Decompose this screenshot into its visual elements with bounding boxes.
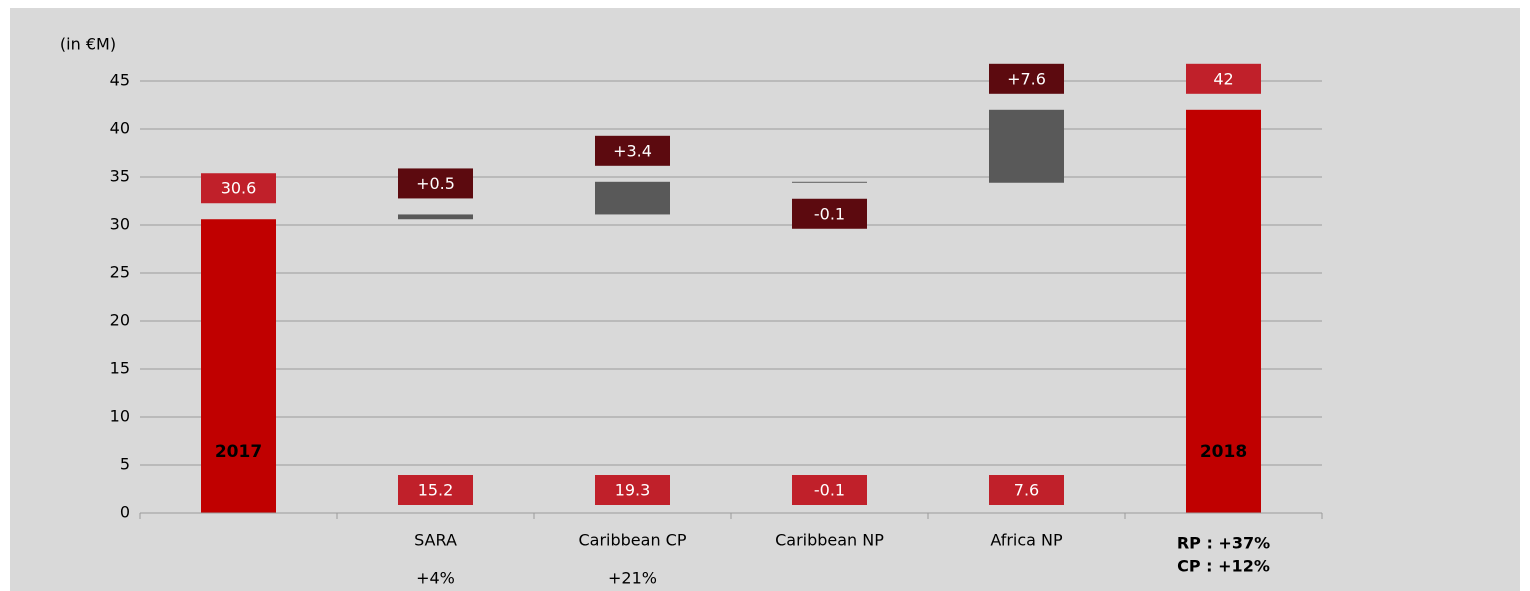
bar-label: 2018 <box>1200 442 1247 462</box>
x-tick-label: Caribbean CP <box>578 531 686 550</box>
summary-label: CP : +12% <box>1177 557 1270 576</box>
y-tick-label: 15 <box>110 359 130 378</box>
summary-label: RP : +37% <box>1177 534 1270 553</box>
delta-bar <box>792 181 867 183</box>
secondary-label: 19.3 <box>615 481 651 500</box>
value-label-box <box>201 173 276 204</box>
x-tick-label: Africa NP <box>990 531 1063 550</box>
secondary-label: 7.6 <box>1014 481 1039 500</box>
value-label: +7.6 <box>1007 69 1046 88</box>
value-label-box <box>792 198 867 229</box>
x-tick-label: Caribbean NP <box>775 531 884 550</box>
total-bar <box>1186 109 1261 514</box>
y-tick-label: 30 <box>110 215 130 234</box>
secondary-label-box <box>595 475 670 505</box>
value-label-box <box>989 63 1064 94</box>
value-label: 42 <box>1213 69 1233 88</box>
value-label-box <box>1186 63 1261 94</box>
value-label-box <box>398 168 473 199</box>
value-label: -0.1 <box>814 204 845 223</box>
x-tick-label: SARA <box>414 531 457 550</box>
secondary-label-box <box>989 475 1064 505</box>
secondary-label: 15.2 <box>418 481 454 500</box>
delta-bar <box>989 109 1064 183</box>
value-label: +0.5 <box>416 174 455 193</box>
value-label: +3.4 <box>613 141 652 160</box>
y-tick-label: 0 <box>120 503 130 522</box>
growth-label: +21% <box>608 569 657 588</box>
y-tick-label: 35 <box>110 167 130 186</box>
y-tick-label: 25 <box>110 263 130 282</box>
y-tick-label: 10 <box>110 407 130 426</box>
delta-bar <box>398 214 473 220</box>
secondary-label-box <box>398 475 473 505</box>
secondary-label-box <box>792 475 867 505</box>
value-label: 30.6 <box>221 179 257 198</box>
y-tick-label: 5 <box>120 455 130 474</box>
growth-label: +4% <box>416 569 455 588</box>
y-tick-label: 40 <box>110 119 130 138</box>
bar-label: 2017 <box>215 442 262 462</box>
total-bar <box>201 219 276 514</box>
secondary-label: -0.1 <box>814 481 845 500</box>
value-label-box <box>595 135 670 166</box>
y-tick-label: 20 <box>110 311 130 330</box>
axis-label: (in €M) <box>60 35 116 54</box>
y-tick-label: 45 <box>110 71 130 90</box>
delta-bar <box>595 181 670 215</box>
